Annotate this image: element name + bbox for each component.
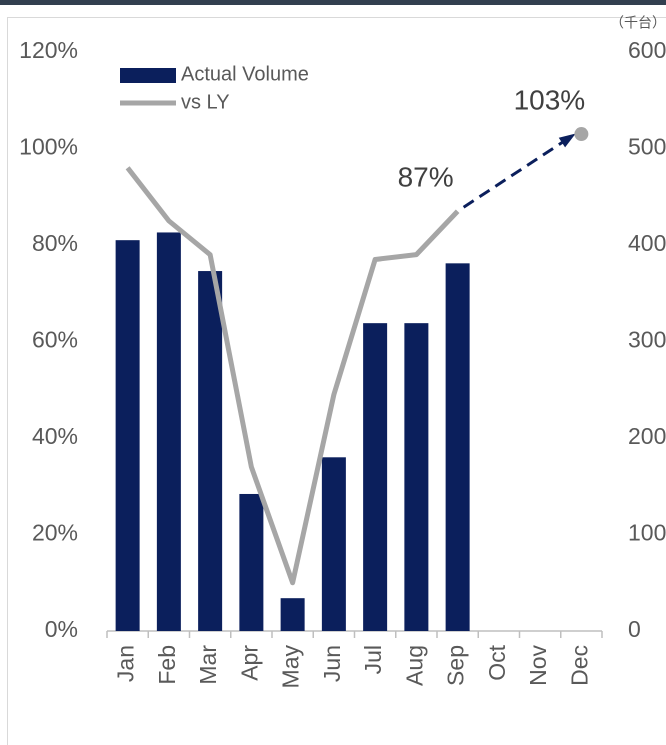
x-tick-label: Jan (113, 645, 139, 682)
bar (156, 232, 181, 631)
y2-tick-label: 100 (628, 520, 666, 546)
legend-swatch (120, 68, 176, 83)
y-tick-label: 80% (32, 230, 78, 256)
y2-tick-label: 300 (628, 327, 666, 353)
y-tick-label: 120% (19, 37, 78, 63)
y2-tick-label: 600 (628, 37, 666, 63)
x-tick-label: Apr (236, 645, 262, 681)
top-bar (0, 0, 666, 5)
y-tick-label: 100% (19, 134, 78, 160)
y2-tick-label: 0 (628, 616, 641, 642)
x-tick-label: Jul (360, 645, 386, 674)
y2-tick-label: 500 (628, 134, 666, 160)
x-tick-label: Dec (566, 645, 592, 686)
bar (321, 457, 346, 631)
x-tick-label: Oct (484, 644, 510, 680)
bar (280, 598, 305, 631)
bar (363, 323, 388, 631)
legend-label: vs LY (181, 91, 230, 113)
arrow-head (558, 133, 576, 148)
x-tick-label: May (278, 645, 304, 689)
line (125, 166, 460, 586)
y2-tick-label: 400 (628, 230, 666, 256)
x-tick-label: Mar (195, 645, 221, 685)
unit-label: （千台） (610, 15, 666, 31)
x-tick-label: Feb (154, 645, 180, 685)
x-tick-label: Aug (401, 645, 427, 686)
data-label: 103% (514, 84, 586, 115)
x-tick-label: Jun (319, 645, 345, 682)
forecast-arrow (462, 137, 569, 209)
data-label: 87% (398, 162, 454, 193)
frame (7, 17, 666, 745)
legend-label: Actual Volume (181, 63, 309, 85)
bar (115, 240, 140, 632)
bar (404, 323, 429, 631)
y-tick-label: 60% (32, 327, 78, 353)
y2-tick-label: 200 (628, 423, 666, 449)
x-tick-label: Sep (443, 645, 469, 686)
x-tick-label: Nov (525, 645, 551, 686)
line-point (574, 127, 589, 142)
bar (198, 271, 223, 631)
bar (239, 493, 264, 631)
y-tick-label: 40% (32, 423, 78, 449)
y-tick-label: 20% (32, 520, 78, 546)
bar (445, 263, 470, 631)
y-tick-label: 0% (45, 616, 78, 642)
